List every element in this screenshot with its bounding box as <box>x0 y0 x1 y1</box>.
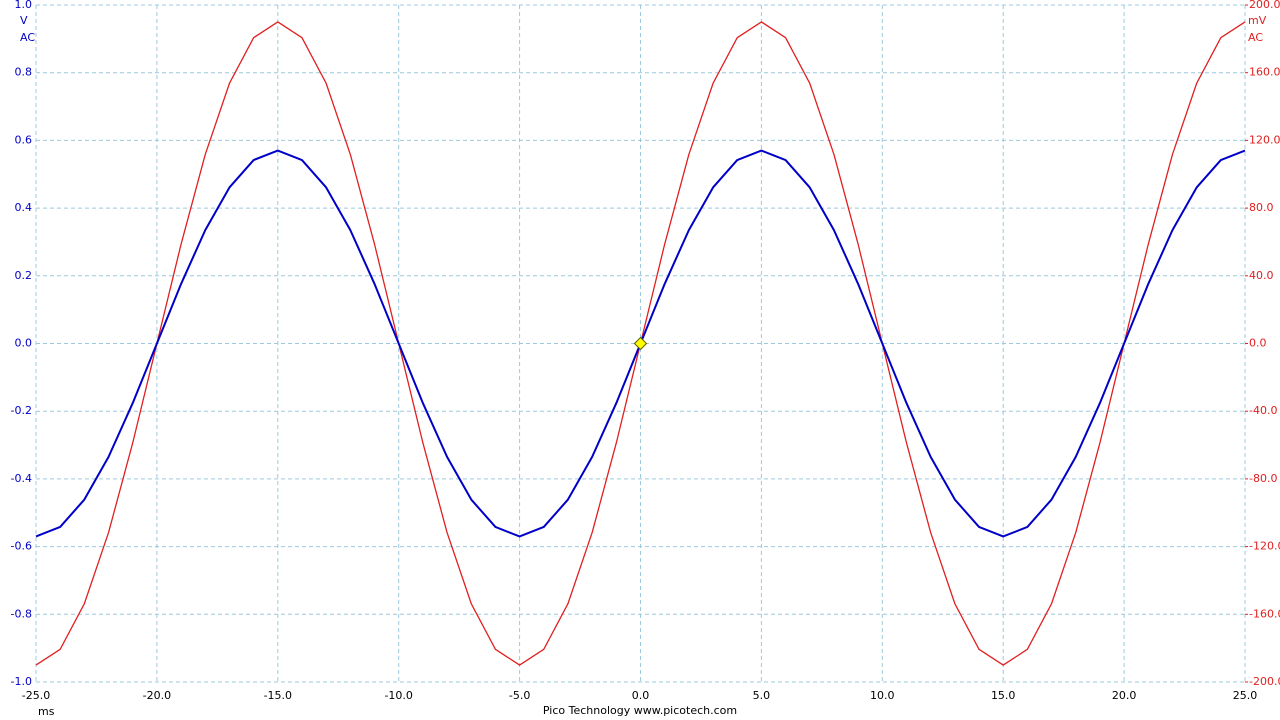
x-tick-label: 25.0 <box>1233 689 1258 702</box>
x-tick-label: 15.0 <box>991 689 1016 702</box>
y2-tick-label: 40.0 <box>1249 269 1274 282</box>
y2-tick-label: -160.0 <box>1249 607 1280 620</box>
y2-tick-label: 120.0 <box>1249 133 1280 146</box>
trigger-marker <box>633 336 648 351</box>
y-tick-label: 0.0 <box>15 337 33 350</box>
y-tick-label: -0.2 <box>11 404 32 417</box>
y2-tick-label: -120.0 <box>1249 540 1280 553</box>
y-tick-label: 0.2 <box>15 269 33 282</box>
y-tick-label: -0.4 <box>11 472 32 485</box>
y-tick-label: 0.4 <box>15 201 33 214</box>
x-tick-label: -15.0 <box>264 689 292 702</box>
y2-unit: mV <box>1248 14 1267 27</box>
y2-coupling: AC <box>1248 31 1263 44</box>
y2-tick-label: -40.0 <box>1249 404 1277 417</box>
x-tick-label: -5.0 <box>509 689 530 702</box>
y2-tick-label: -80.0 <box>1249 472 1277 485</box>
x-tick-label: -20.0 <box>143 689 171 702</box>
y2-tick-label: 0.0 <box>1249 337 1267 350</box>
y-tick-label: -1.0 <box>11 675 32 688</box>
x-unit: ms <box>38 705 55 718</box>
footer: Pico Technology www.picotech.com <box>543 704 737 717</box>
y2-tick-label: 200.0 <box>1249 0 1280 11</box>
y-unit: V <box>20 14 28 27</box>
y2-tick-label: 160.0 <box>1249 66 1280 79</box>
y2-tick-label: 80.0 <box>1249 201 1274 214</box>
x-tick-label: 20.0 <box>1112 689 1137 702</box>
y2-tick-label: -200.0 <box>1249 675 1280 688</box>
x-tick-label: -25.0 <box>22 689 50 702</box>
x-tick-label: 10.0 <box>870 689 895 702</box>
y-tick-label: 0.8 <box>15 66 33 79</box>
x-tick-label: -10.0 <box>384 689 412 702</box>
y-coupling: AC <box>20 31 35 44</box>
x-tick-label: 5.0 <box>753 689 771 702</box>
y-tick-label: 0.6 <box>15 133 33 146</box>
x-tick-label: 0.0 <box>632 689 650 702</box>
y-tick-label: -0.6 <box>11 540 32 553</box>
y-tick-label: 1.0 <box>15 0 33 11</box>
y-tick-label: -0.8 <box>11 607 32 620</box>
